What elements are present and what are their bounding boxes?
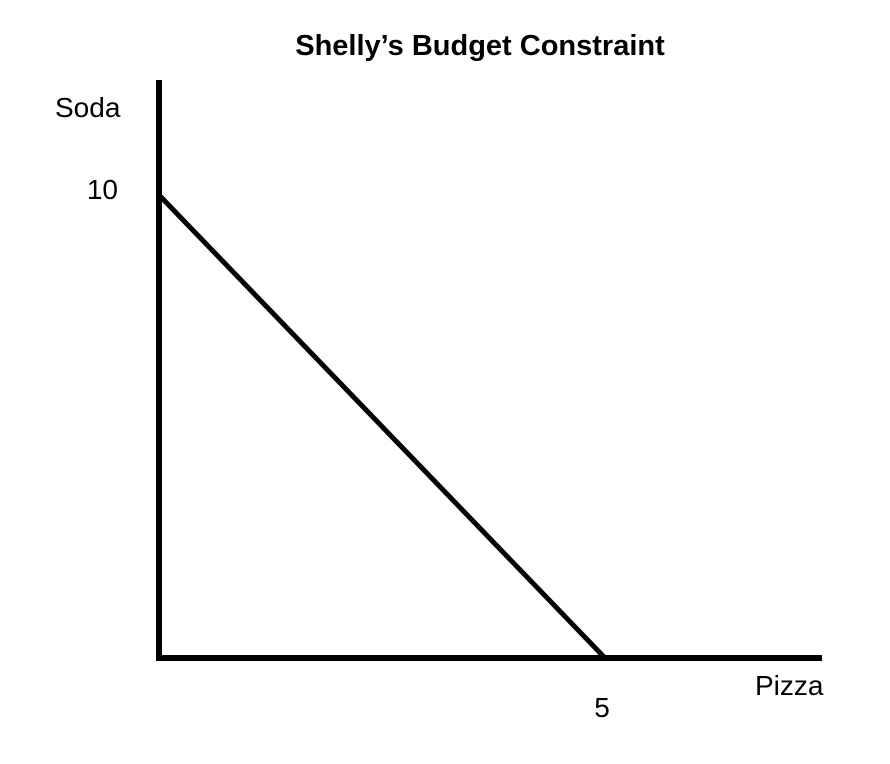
x-axis-label: Pizza	[755, 670, 824, 701]
budget-line	[157, 193, 607, 660]
chart-title: Shelly’s Budget Constraint	[295, 30, 665, 62]
x-intercept-tick-label: 5	[594, 692, 610, 723]
y-intercept-tick-label: 10	[86, 174, 118, 205]
y-axis-label: Soda	[55, 92, 121, 123]
